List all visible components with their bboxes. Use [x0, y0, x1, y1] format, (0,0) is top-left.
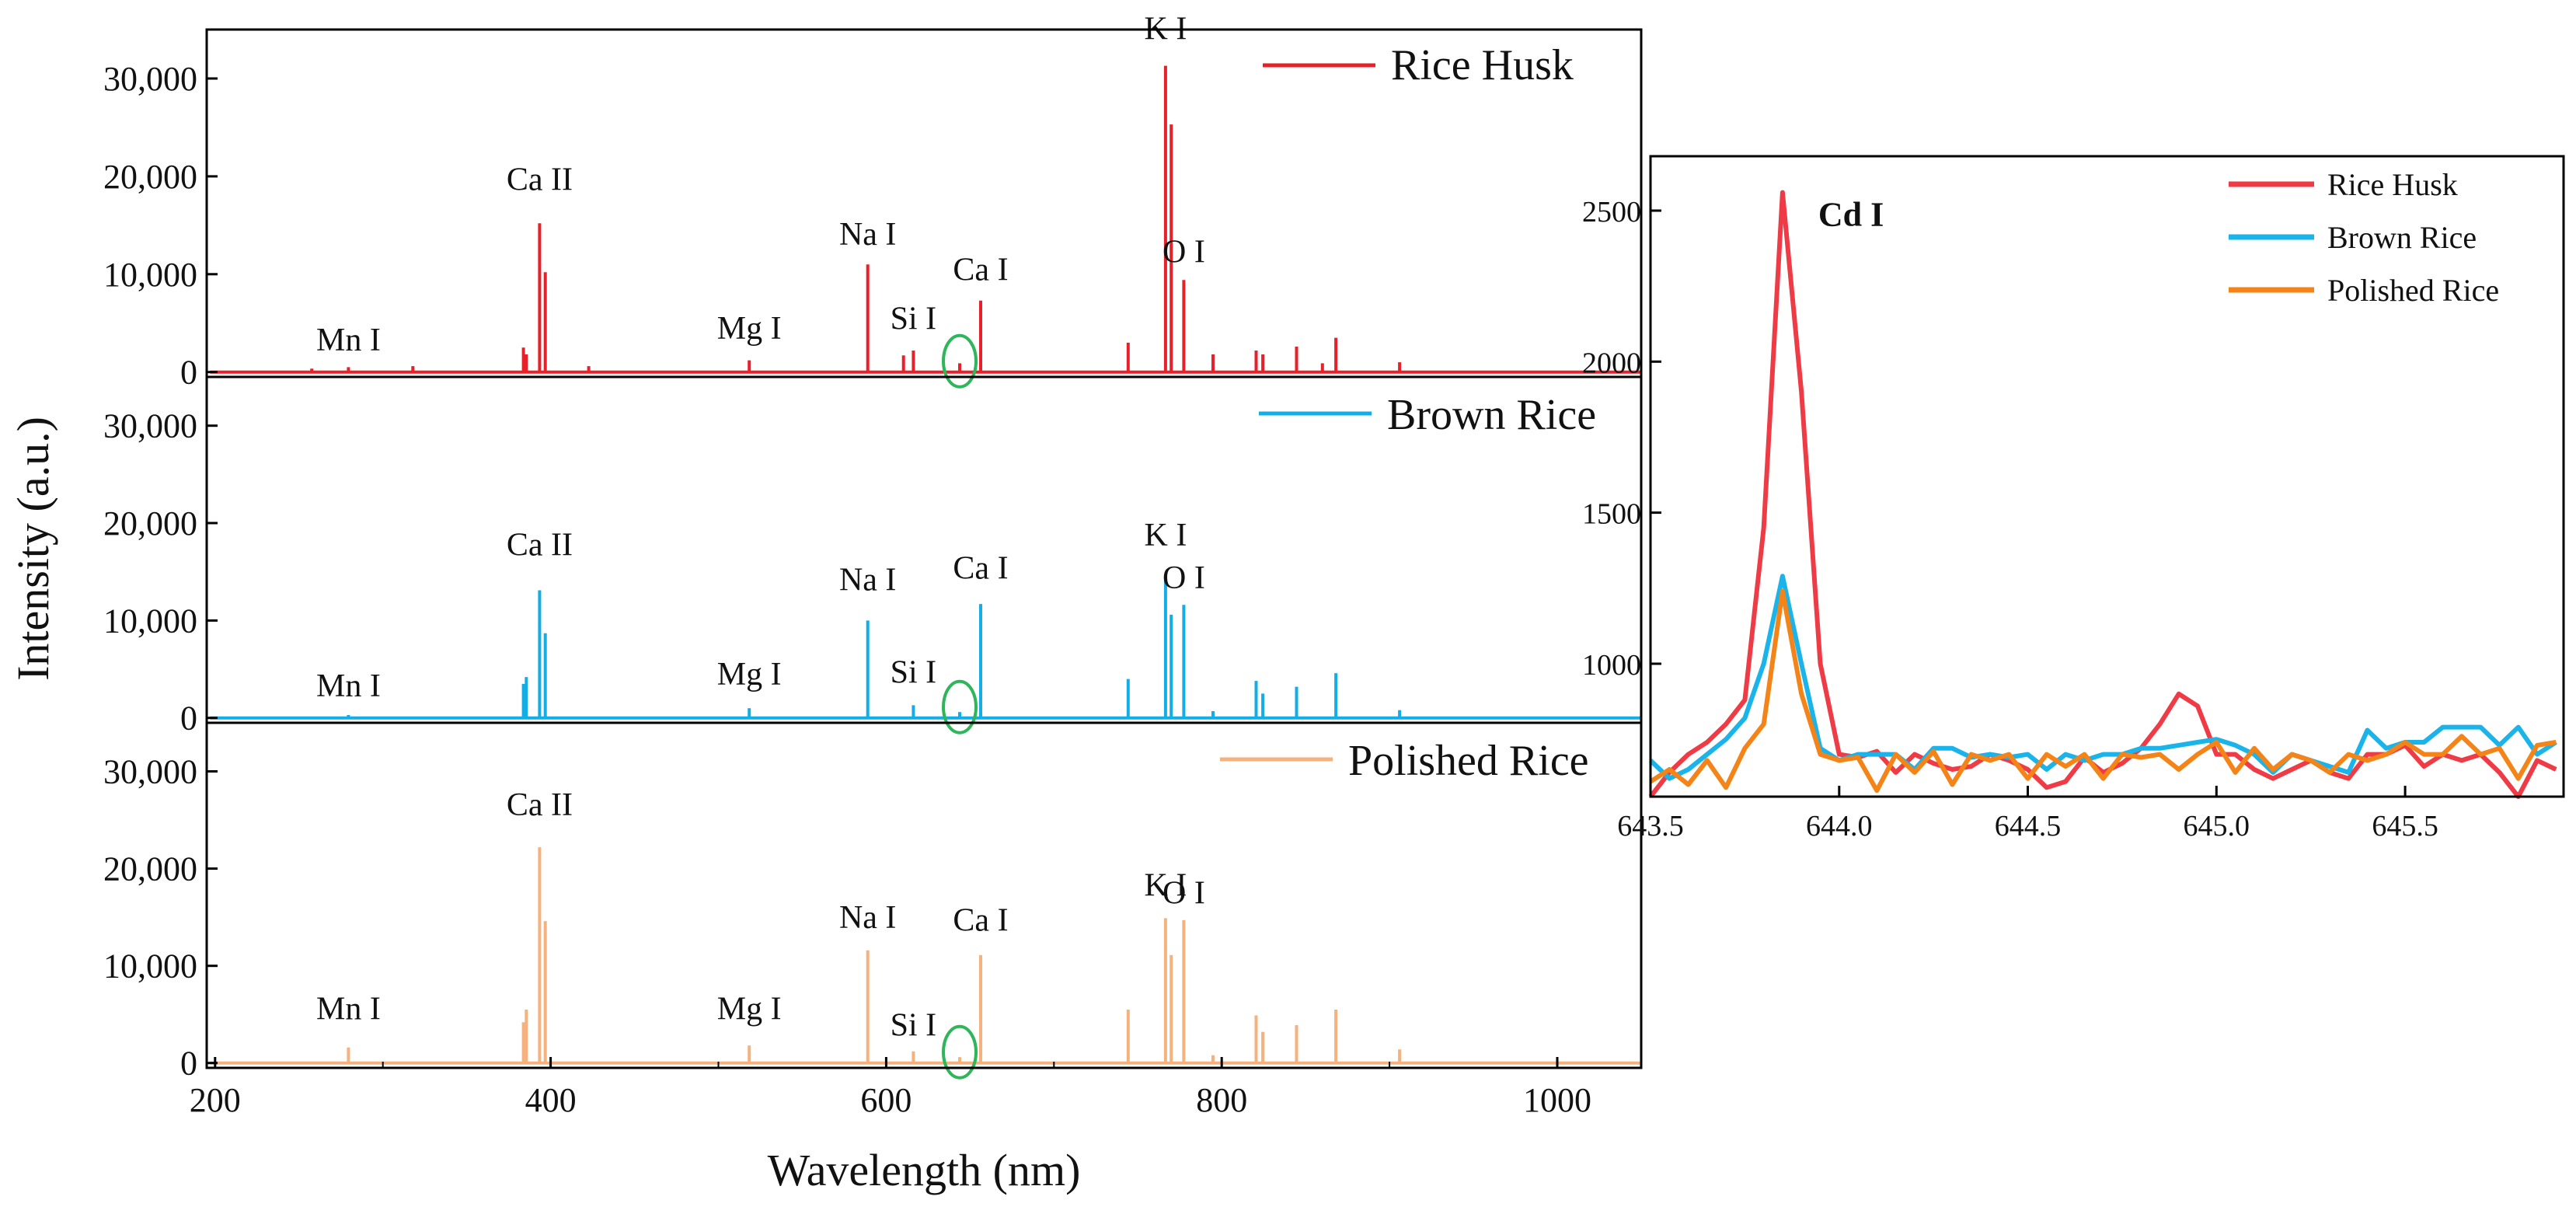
inset-legend: Rice Husk Brown Rice Polished Rice	[2229, 167, 2499, 308]
x-tick-label: 800	[1196, 1081, 1247, 1119]
element-label: Mg I	[717, 311, 782, 347]
element-label: Mn I	[316, 668, 381, 704]
inset-legend-label: Brown Rice	[2327, 220, 2477, 255]
y-tick-label: 0	[180, 699, 197, 738]
legend-label: Polished Rice	[1348, 737, 1589, 785]
y-tick-label: 10,000	[103, 947, 197, 985]
inset-x-tick-label: 644.0	[1806, 810, 1873, 842]
y-tick-label: 20,000	[103, 850, 197, 888]
legend-label: Brown Rice	[1387, 391, 1596, 439]
spectrum-peaks	[347, 575, 1402, 718]
element-label: O I	[1163, 235, 1205, 270]
inset-y-tick-label: 1000	[1582, 649, 1641, 682]
y-tick-label: 20,000	[103, 504, 197, 542]
element-label: K I	[1144, 518, 1187, 553]
inset-x-tick-label: 644.5	[1995, 810, 2062, 842]
element-label: Na I	[839, 900, 896, 936]
legend-label: Rice Husk	[1391, 41, 1574, 89]
cd-line-marker	[942, 333, 978, 389]
y-tick-label: 30,000	[103, 753, 197, 791]
plot-frame	[205, 28, 1643, 1069]
x-tick-label: 600	[860, 1081, 912, 1119]
element-label: K I	[1144, 868, 1187, 904]
element-label: Si I	[891, 655, 937, 691]
y-tick-label: 0	[180, 1045, 197, 1083]
cd-peak-annotation: Cd I	[1818, 195, 1884, 233]
spectrum-peaks	[310, 65, 1402, 372]
element-label: O I	[1163, 876, 1205, 912]
spectrum-band-brown-rice: Mn I Ca II Mg I Na I Si I Ca I K I O I	[210, 518, 1641, 734]
y-axis-title: Intensity (a.u.)	[8, 417, 58, 681]
inset-legend-label: Rice Husk	[2327, 167, 2458, 202]
inset-x-tick-label: 645.0	[2184, 810, 2250, 842]
inset-x-tick-label: 643.5	[1617, 810, 1684, 842]
series-line-polished-rice	[1649, 588, 2557, 794]
element-label: Mg I	[717, 992, 782, 1027]
y-tick-label: 30,000	[103, 407, 197, 445]
element-label: O I	[1163, 560, 1205, 596]
element-label: Si I	[891, 301, 937, 337]
x-tick-label: 200	[190, 1081, 241, 1119]
inset-x-tick-label: 645.5	[2372, 810, 2438, 842]
spectrum-peaks	[347, 847, 1402, 1063]
x-axis: 200 400 600 800 1000	[190, 1057, 1591, 1119]
element-label: Mn I	[316, 323, 381, 358]
legend-brown-rice: Brown Rice	[1259, 391, 1596, 439]
inset-legend-label: Polished Rice	[2327, 273, 2499, 308]
x-tick-label: 1000	[1523, 1081, 1591, 1119]
cd-line-marker	[942, 679, 978, 734]
element-label: Ca I	[953, 551, 1008, 587]
inset-series	[1648, 190, 2557, 799]
inset-y-axis: 1000 1500 2000 2500	[1582, 196, 1661, 682]
element-label: Mn I	[316, 992, 381, 1027]
cd-line-marker	[942, 1024, 978, 1080]
element-label: Mg I	[717, 657, 782, 692]
spectrum-band-polished-rice: Mn I Ca II Mg I Na I Si I Ca I K IO I	[210, 787, 1641, 1080]
inset-y-tick-label: 1500	[1582, 498, 1641, 531]
element-label: Na I	[839, 217, 896, 253]
series-line-rice-husk	[1648, 190, 2557, 799]
inset-y-tick-label: 2500	[1582, 196, 1641, 228]
element-label: Ca I	[953, 252, 1008, 288]
x-axis-title: Wavelength (nm)	[768, 1145, 1081, 1195]
y-tick-label: 30,000	[103, 60, 197, 98]
element-labels: Mn I Ca II Mg I Na I Si I Ca I K I O I	[316, 518, 1205, 704]
element-label: Ca I	[953, 903, 1008, 939]
element-label: Si I	[891, 1008, 937, 1044]
cd-zoom-chart: 1000 1500 2000 2500 643.5 644.0 644.5 645.0 645…	[1582, 155, 2565, 842]
y-tick-label: 0	[180, 354, 197, 392]
x-tick-label: 400	[525, 1081, 577, 1119]
y-tick-label: 20,000	[103, 158, 197, 196]
inset-frame	[1649, 155, 2565, 798]
element-label: Na I	[839, 563, 896, 598]
inset-x-axis: 643.5 644.0 644.5 645.0 645.5	[1617, 786, 2438, 842]
legend-rice-husk: Rice Husk	[1263, 41, 1574, 89]
element-label: Ca II	[507, 527, 573, 563]
y-tick-label: 10,000	[103, 602, 197, 640]
y-tick-label: 10,000	[103, 256, 197, 294]
y-axes: 0 10,000 20,000 30,000 0 10,000 20,000 30,000 0 1…	[103, 60, 218, 1083]
element-labels: Mn I Ca II Mg I Na I Si I Ca I K IO I	[316, 787, 1205, 1044]
element-label: Ca II	[507, 787, 573, 823]
legend-polished-rice: Polished Rice	[1220, 737, 1589, 785]
element-label: Ca II	[507, 162, 573, 198]
inset-y-tick-label: 2000	[1582, 347, 1641, 379]
